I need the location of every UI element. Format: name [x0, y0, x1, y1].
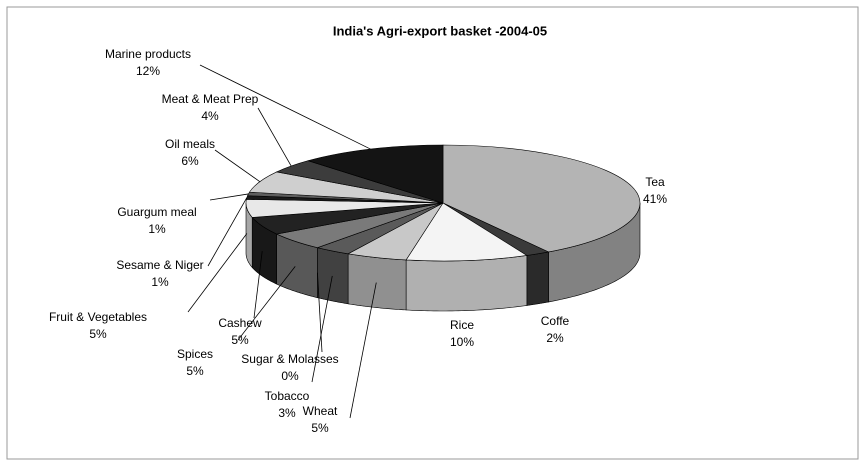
slice-side [317, 247, 349, 305]
leader-line [317, 272, 323, 353]
slice-label: Guargum meal [117, 205, 196, 219]
leader-line [209, 193, 249, 201]
leader-line [207, 197, 248, 267]
slice-side [405, 255, 528, 312]
slice-label: Sugar & Molasses [241, 352, 338, 366]
slice-value-label: 5% [89, 327, 107, 341]
chart-title: India's Agri-export basket -2004-05 [333, 23, 547, 38]
slice-label: Marine products [105, 47, 191, 61]
slice-label: Tobacco [265, 389, 310, 403]
slice-value-label: 6% [181, 154, 199, 168]
leader-line [199, 64, 371, 150]
slice-value-label: 1% [151, 275, 169, 289]
slice-value-label: 5% [311, 421, 329, 435]
slice-label: Fruit & Vegetables [49, 310, 147, 324]
leader-line [257, 107, 292, 167]
leader-line [237, 266, 296, 341]
slice-value-label: 10% [450, 335, 474, 349]
slice-value-label: 0% [281, 369, 299, 383]
slice-label: Spices [177, 347, 213, 361]
slice-label: Coffe [541, 314, 570, 328]
slice-label: Oil meals [165, 137, 215, 151]
slice-side [526, 251, 549, 306]
slice-value-label: 12% [136, 64, 160, 78]
leader-line [214, 149, 261, 182]
slice-value-label: 41% [643, 192, 667, 206]
slice-value-label: 1% [148, 222, 166, 236]
slice-label: Rice [450, 318, 474, 332]
leader-line [253, 250, 263, 319]
slice-label: Tea [645, 175, 665, 189]
slice-label: Sesame & Niger [116, 258, 203, 272]
slice-value-label: 5% [186, 364, 204, 378]
pie-slice [442, 144, 641, 253]
slice-value-label: 5% [231, 333, 249, 347]
pie-slice [307, 144, 444, 204]
slice-value-label: 3% [278, 406, 296, 420]
slice-label: Cashew [218, 316, 262, 330]
pie-slice [405, 202, 528, 262]
leader-line [349, 282, 377, 419]
slice-label: Wheat [303, 404, 338, 418]
leader-line [187, 233, 248, 313]
leader-line [311, 275, 333, 383]
slice-label: Meat & Meat Prep [162, 92, 259, 106]
slice-value-label: 2% [546, 331, 564, 345]
slice-value-label: 4% [201, 109, 219, 123]
slice-side [347, 253, 407, 311]
